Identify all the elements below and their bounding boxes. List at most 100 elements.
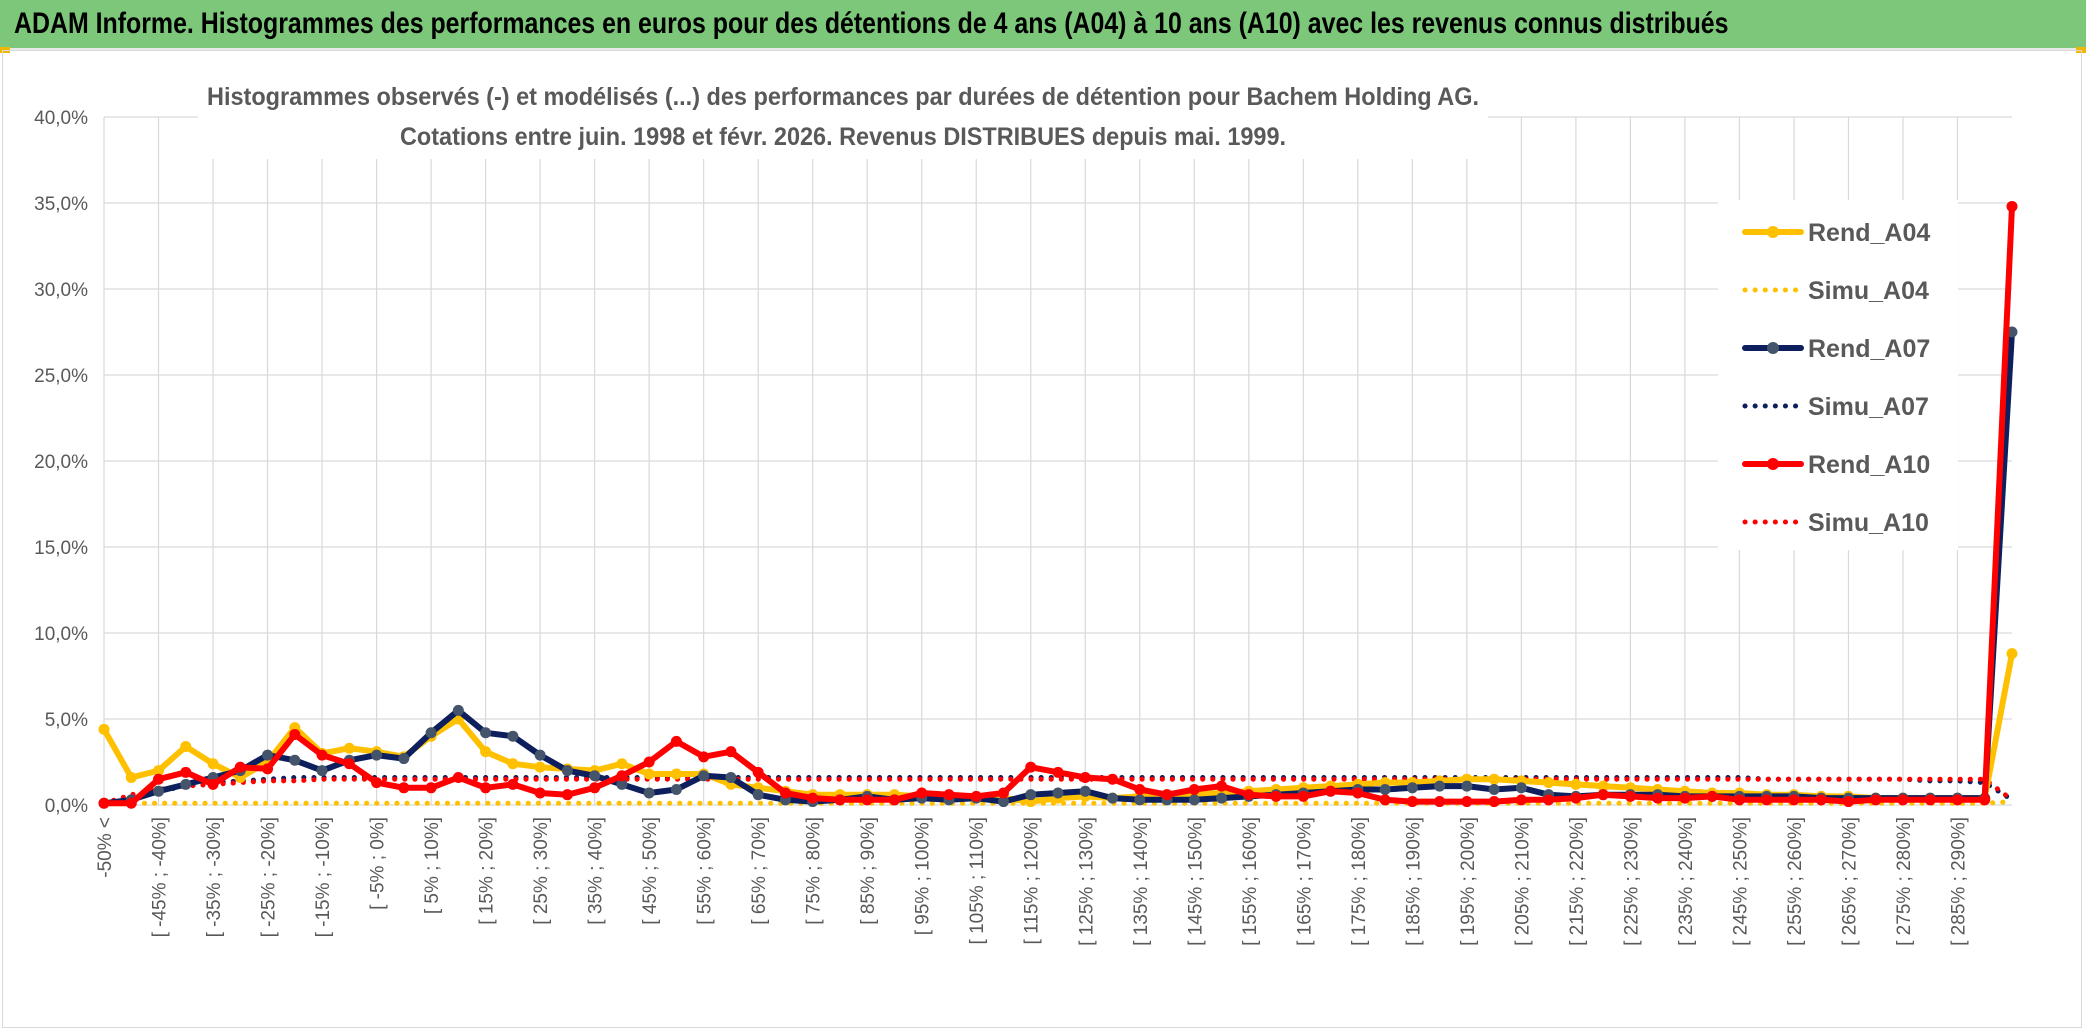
data-point-rend-a04: [507, 758, 519, 770]
y-tick-label: 40,0%: [34, 108, 88, 129]
data-point-rend-a10: [1270, 790, 1282, 802]
x-tick-label: [ -45% ; -40%]: [150, 817, 171, 937]
data-point-rend-a07: [452, 704, 464, 716]
x-tick-label: [ 115% ; 120%]: [1022, 817, 1043, 944]
x-tick-label: [ 65% ; 70%]: [749, 817, 770, 925]
x-tick-label: [ 165% ; 170%]: [1294, 817, 1315, 946]
x-tick-label: [ 25% ; 30%]: [531, 817, 552, 925]
data-point-rend-a10: [1161, 789, 1173, 801]
data-point-rend-a10: [98, 797, 110, 809]
data-point-rend-a10: [1733, 794, 1745, 806]
data-point-rend-a10: [861, 794, 873, 806]
data-point-rend-a10: [1188, 784, 1200, 796]
x-tick-label: [ -15% ; -10%]: [313, 817, 334, 937]
data-point-rend-a10: [180, 766, 192, 778]
x-tick-label: [ 155% ; 160%]: [1240, 817, 1261, 946]
x-tick-label: [ 255% ; 260%]: [1785, 817, 1806, 946]
data-point-rend-a07: [1052, 787, 1064, 799]
data-point-rend-a07: [997, 796, 1009, 808]
data-point-rend-a04: [2006, 648, 2018, 660]
data-point-rend-a07: [1216, 792, 1228, 804]
data-point-rend-a10: [1406, 796, 1418, 808]
data-point-rend-a07: [670, 784, 682, 796]
data-point-rend-a07: [1406, 782, 1418, 794]
legend-background: [1718, 200, 1958, 550]
legend-label-rend-a10: Rend_A10: [1808, 451, 1930, 479]
data-point-rend-a10: [943, 789, 955, 801]
x-tick-label: [ -25% ; -20%]: [259, 817, 280, 937]
data-point-rend-a10: [480, 782, 492, 794]
data-point-rend-a04: [343, 742, 355, 754]
data-point-rend-a10: [153, 773, 165, 785]
data-point-rend-a07: [262, 749, 274, 761]
data-point-rend-a04: [207, 758, 219, 770]
y-tick-label: 0,0%: [45, 796, 88, 817]
grid: [103, 116, 2012, 806]
x-tick-label: [ 245% ; 250%]: [1730, 817, 1751, 946]
data-point-rend-a10: [997, 787, 1009, 799]
y-tick-label: 30,0%: [34, 280, 88, 301]
y-tick-label: 10,0%: [34, 624, 88, 645]
legend-label-rend-a04: Rend_A04: [1808, 219, 1930, 247]
data-point-rend-a04: [670, 768, 682, 780]
data-point-rend-a10: [125, 797, 137, 809]
legend-marker-rend-a10: [1767, 458, 1779, 470]
data-point-rend-a07: [1025, 789, 1037, 801]
x-tick-label: [ 95% ; 100%]: [913, 817, 934, 935]
data-point-rend-a07: [752, 789, 764, 801]
data-point-rend-a10: [1107, 773, 1119, 785]
data-point-rend-a10: [1761, 794, 1773, 806]
data-point-rend-a10: [970, 790, 982, 802]
data-point-rend-a10: [316, 749, 328, 761]
x-tick-label: -50% <: [95, 817, 116, 878]
data-point-rend-a10: [234, 761, 246, 773]
y-tick-label: 35,0%: [34, 194, 88, 215]
data-point-rend-a07: [616, 778, 628, 790]
data-point-rend-a10: [1788, 794, 1800, 806]
chart-subtitle: Cotations entre juin. 1998 et févr. 2026…: [400, 123, 1286, 151]
x-tick-label: [ 275% ; 280%]: [1894, 817, 1915, 946]
data-point-rend-a10: [452, 771, 464, 783]
data-point-rend-a04: [153, 765, 165, 777]
legend-label-simu-a07: Simu_A07: [1808, 393, 1929, 421]
data-point-rend-a10: [1243, 789, 1255, 801]
data-point-rend-a10: [1352, 787, 1364, 799]
data-point-rend-a04: [480, 746, 492, 758]
x-tick-label: [ 225% ; 230%]: [1621, 817, 1642, 946]
data-point-rend-a07: [180, 778, 192, 790]
y-tick-label: 5,0%: [45, 710, 88, 731]
data-point-rend-a10: [207, 778, 219, 790]
x-tick-label: [ 135% ; 140%]: [1131, 817, 1152, 946]
data-point-rend-a07: [698, 770, 710, 782]
data-point-rend-a10: [1134, 784, 1146, 796]
data-point-rend-a10: [888, 794, 900, 806]
data-point-rend-a07: [1515, 782, 1527, 794]
data-point-rend-a10: [1624, 790, 1636, 802]
data-point-rend-a04: [616, 758, 628, 770]
legend-label-simu-a04: Simu_A04: [1808, 277, 1929, 305]
data-point-rend-a10: [1652, 792, 1664, 804]
data-point-rend-a10: [1706, 790, 1718, 802]
data-point-rend-a04: [534, 761, 546, 773]
data-point-rend-a10: [1897, 794, 1909, 806]
data-point-rend-a10: [1924, 794, 1936, 806]
data-point-rend-a04: [98, 723, 110, 735]
x-tick-label: [ 285% ; 290%]: [1948, 817, 1969, 946]
x-tick-label: [ 235% ; 240%]: [1676, 817, 1697, 946]
data-point-rend-a07: [561, 765, 573, 777]
data-point-rend-a07: [371, 749, 383, 761]
x-tick-label: [ 85% ; 90%]: [858, 817, 879, 925]
x-tick-label: [ 105% ; 110%]: [967, 817, 988, 944]
data-point-rend-a10: [1951, 794, 1963, 806]
data-point-rend-a10: [371, 777, 383, 789]
data-point-rend-a10: [1079, 771, 1091, 783]
x-tick-label: [ -5% ; 0%]: [368, 817, 389, 910]
data-point-rend-a07: [1434, 780, 1446, 792]
data-point-rend-a04: [1597, 780, 1609, 792]
data-point-rend-a07: [425, 727, 437, 739]
legend: Rend_A04 Simu_A04 Rend_A07 Simu_A07 Rend_A10…: [1718, 200, 1958, 550]
data-point-rend-a10: [670, 735, 682, 747]
legend-label-rend-a07: Rend_A07: [1808, 335, 1930, 363]
data-point-rend-a10: [1025, 761, 1037, 773]
